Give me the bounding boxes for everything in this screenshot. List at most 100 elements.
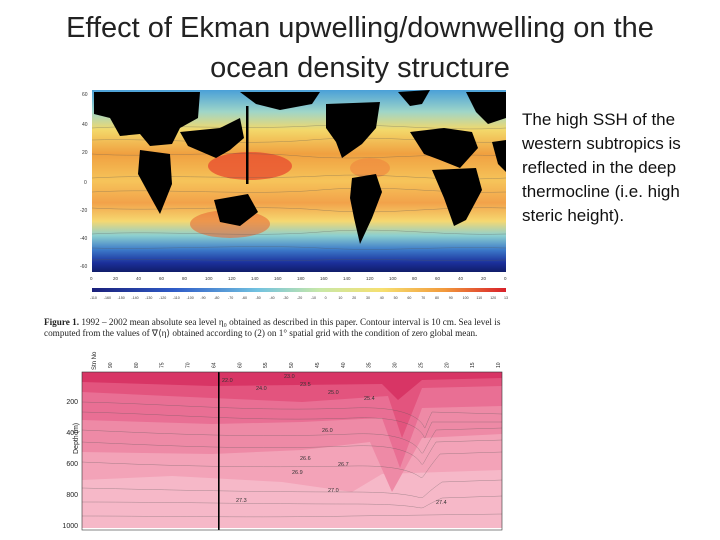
colorbar-labels: -110 -160 -150 -140 -130 -120 -110 -100 -90 -80 -7…: [90, 296, 508, 300]
colorbar-label: 110: [476, 296, 482, 300]
section-y-ticks: 200 400 600 800 1000: [62, 399, 78, 530]
lon-label: 100: [389, 276, 397, 281]
colorbar-label: -110: [173, 296, 180, 300]
lat-label: -60: [80, 264, 87, 270]
station-tick: 64: [211, 362, 217, 368]
y-tick: 600: [66, 461, 78, 468]
station-tick: 60: [237, 362, 243, 368]
colorbar-label: 10: [338, 296, 342, 300]
colorbar-label: 70: [421, 296, 425, 300]
lon-label: 20: [481, 276, 487, 281]
lon-label: 80: [182, 276, 188, 281]
colorbar-label: -80: [214, 296, 219, 300]
isopycnal-label: 27.4: [436, 500, 447, 506]
station-ticks: 90 80 75 70 64 60 55 50 45 40 35 30 25 20 15 10: [108, 362, 502, 368]
isopycnal-label: 27.3: [236, 498, 247, 504]
colorbar-label: -60: [242, 296, 247, 300]
lat-label: 20: [82, 150, 88, 156]
isopycnal-label: 24.0: [256, 386, 267, 392]
colorbar-label: -120: [159, 296, 166, 300]
isopycnal-labels: 22.0 23.0 24.0 23.5 25.0 25.4 26.0 26.6 …: [222, 374, 447, 506]
section-divider-line: [218, 372, 220, 530]
figure-caption-text: 1992 – 2002 mean absolute sea level η₀ o…: [44, 317, 501, 338]
colorbar-label: -40: [269, 296, 274, 300]
station-tick: 25: [418, 362, 424, 368]
colorbar-label: 50: [394, 296, 398, 300]
station-tick: 75: [160, 362, 166, 368]
side-explanation-text: The high SSH of the western subtropics i…: [522, 110, 681, 225]
colorbar-label: -140: [131, 296, 138, 300]
y-tick: 400: [66, 430, 78, 437]
colorbar-label: -150: [118, 296, 125, 300]
colorbar-label: 100: [463, 296, 469, 300]
lat-label: 60: [82, 92, 88, 98]
colorbar-label: 80: [435, 296, 439, 300]
colorbar-label: -50: [256, 296, 261, 300]
y-tick: 800: [66, 492, 78, 499]
lon-label: 40: [458, 276, 464, 281]
station-tick: 70: [186, 362, 192, 368]
lon-label: 100: [205, 276, 213, 281]
isopycnal-label: 23.0: [284, 374, 295, 380]
section-surface-layer: [82, 372, 502, 400]
isopycnal-label: 26.6: [300, 456, 311, 462]
lon-label: 80: [412, 276, 418, 281]
colorbar-label: 20: [352, 296, 356, 300]
colorbar-label: -30: [283, 296, 288, 300]
lat-label: 40: [82, 122, 88, 128]
slide-title: Effect of Ekman upwelling/downwelling on…: [0, 8, 720, 88]
station-tick: 45: [315, 362, 321, 368]
western-pacific-ssh-high: [208, 152, 292, 180]
lon-label: 0: [90, 276, 93, 281]
lon-label: 160: [320, 276, 328, 281]
slide-title-line-1: Effect of Ekman upwelling/downwelling on…: [66, 12, 654, 44]
colorbar-label: -20: [297, 296, 302, 300]
station-tick: 90: [108, 362, 114, 368]
colorbar-label: -10: [311, 296, 316, 300]
colorbar-label: 40: [380, 296, 384, 300]
section-line-marker-north: [246, 106, 249, 184]
station-tick: 30: [393, 362, 399, 368]
section-contours: [81, 401, 503, 518]
colorbar-label: 90: [449, 296, 453, 300]
station-tick: 20: [444, 362, 450, 368]
isopycnal-label: 23.5: [300, 382, 311, 388]
colorbar-label: -110: [90, 296, 97, 300]
lon-label: 60: [159, 276, 165, 281]
map-lat-labels: 60 40 20 0 -20 -40 -60: [80, 92, 88, 270]
lon-label: 180: [297, 276, 305, 281]
section-y-axis-label: Depth (m): [73, 423, 80, 454]
lon-label: 40: [136, 276, 142, 281]
colorbar-label: 120: [490, 296, 496, 300]
colorbar-label: -70: [228, 296, 233, 300]
station-tick: 55: [263, 362, 269, 368]
y-tick: 200: [66, 399, 78, 406]
map-colorbar: [92, 288, 506, 292]
station-tick: 40: [341, 362, 347, 368]
lon-label: 120: [228, 276, 236, 281]
isopycnal-label: 27.0: [328, 488, 339, 494]
isopycnal-label: 26.7: [338, 462, 349, 468]
section-frame: [81, 371, 503, 531]
isopycnal-label: 26.9: [292, 470, 303, 476]
figure-caption: Figure 1. 1992 – 2002 mean absolute sea …: [44, 317, 514, 338]
lon-label: 120: [366, 276, 374, 281]
lat-label: -40: [80, 236, 87, 242]
station-tick: 10: [496, 362, 502, 368]
colorbar-label: 0: [325, 296, 327, 300]
colorbar-label: -90: [200, 296, 205, 300]
lon-label: 140: [251, 276, 259, 281]
station-tick: 15: [470, 362, 476, 368]
slide-title-line-2: ocean density structure: [210, 52, 510, 84]
sea-level-map-figure: 60 40 20 0 -20 -40 -60 0 20 40 60 80 100 120 14…: [80, 90, 508, 300]
lon-label: 20: [113, 276, 119, 281]
station-tick: 50: [289, 362, 295, 368]
y-tick: 1000: [62, 523, 78, 530]
map-lon-labels: 0 20 40 60 80 100 120 140 160 180 160 140 120 100 80 60…: [90, 276, 507, 281]
isopycnal-label: 26.0: [322, 428, 333, 434]
lon-label: 0: [504, 276, 507, 281]
isopycnal-label: 22.0: [222, 378, 233, 384]
figure-caption-label: Figure 1.: [44, 317, 80, 327]
lat-label: -20: [80, 208, 87, 214]
station-axis-label: Stn No: [92, 351, 98, 370]
